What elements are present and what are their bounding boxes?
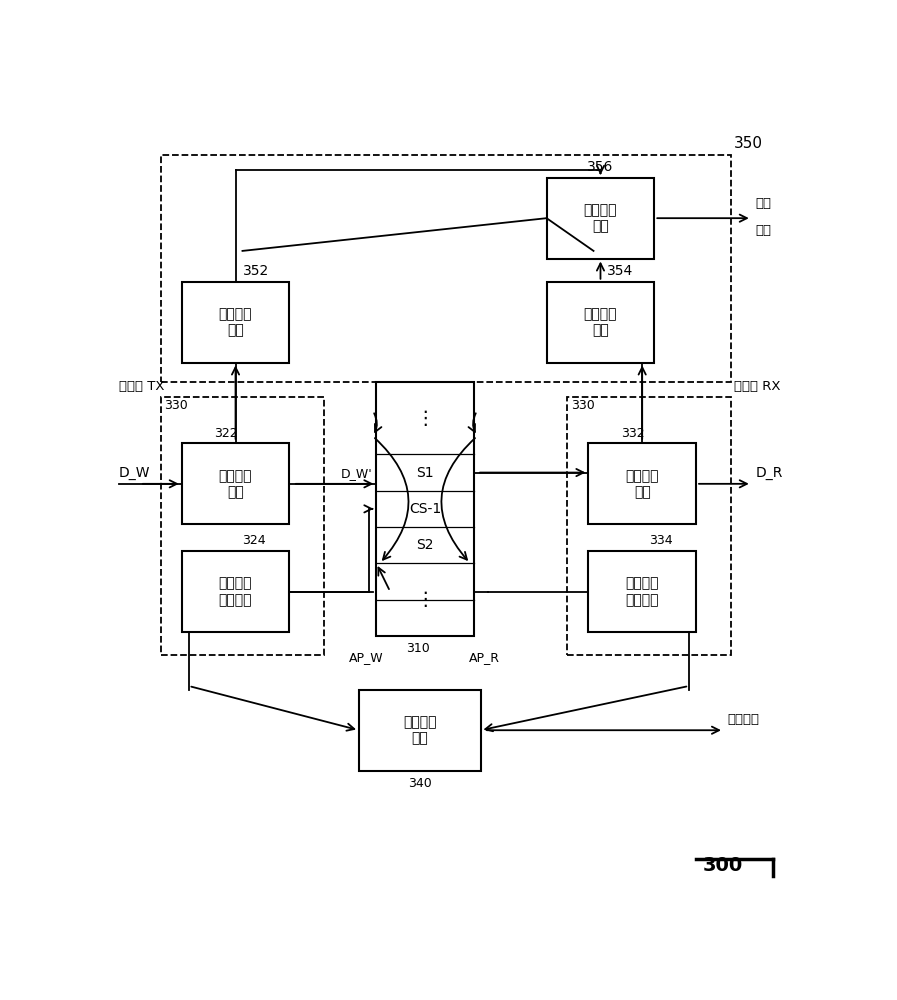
- Text: S1: S1: [416, 466, 434, 480]
- Text: AP_W: AP_W: [349, 651, 383, 664]
- FancyBboxPatch shape: [588, 443, 696, 524]
- Text: 334: 334: [649, 534, 673, 547]
- Text: 354: 354: [607, 264, 633, 278]
- Text: 状态检查
单元: 状态检查 单元: [403, 715, 437, 745]
- FancyBboxPatch shape: [546, 178, 654, 259]
- Text: 结果: 结果: [755, 224, 771, 237]
- Text: 356: 356: [588, 160, 614, 174]
- FancyBboxPatch shape: [546, 282, 654, 363]
- FancyBboxPatch shape: [181, 282, 290, 363]
- Text: CS-1: CS-1: [409, 502, 441, 516]
- FancyArrowPatch shape: [375, 438, 408, 560]
- Text: 写入指针
产生单元: 写入指针 产生单元: [219, 577, 252, 607]
- Text: 340: 340: [408, 777, 431, 790]
- Text: S2: S2: [416, 538, 434, 552]
- Text: 读取控制
单元: 读取控制 单元: [625, 469, 659, 499]
- Text: 310: 310: [406, 642, 430, 655]
- Text: 324: 324: [242, 534, 266, 547]
- FancyArrowPatch shape: [468, 413, 475, 432]
- Text: 第一计数
单元: 第一计数 单元: [219, 307, 252, 337]
- Text: ⋮: ⋮: [415, 409, 435, 428]
- Text: 补偿检查
单元: 补偿检查 单元: [584, 203, 617, 233]
- FancyBboxPatch shape: [588, 551, 696, 632]
- Text: 写入控制
单元: 写入控制 单元: [219, 469, 252, 499]
- Text: 330: 330: [570, 399, 595, 412]
- FancyBboxPatch shape: [359, 690, 481, 771]
- Text: D_R: D_R: [755, 466, 782, 480]
- Text: 传输侧 TX: 传输侧 TX: [119, 380, 164, 393]
- Text: 350: 350: [735, 136, 763, 151]
- Text: 检查结果: 检查结果: [727, 713, 760, 726]
- FancyBboxPatch shape: [181, 551, 290, 632]
- FancyBboxPatch shape: [181, 443, 290, 524]
- Text: 300: 300: [703, 856, 744, 875]
- Text: 判断: 判断: [755, 197, 771, 210]
- Text: 352: 352: [242, 264, 269, 278]
- FancyArrowPatch shape: [374, 413, 381, 432]
- FancyBboxPatch shape: [377, 382, 474, 636]
- Text: 332: 332: [621, 427, 644, 440]
- Text: D_W': D_W': [341, 467, 373, 480]
- Text: AP_R: AP_R: [468, 651, 500, 664]
- Text: 330: 330: [164, 399, 188, 412]
- Text: 第二计数
单元: 第二计数 单元: [584, 307, 617, 337]
- Text: 322: 322: [214, 427, 238, 440]
- Text: 接收侧 RX: 接收侧 RX: [735, 380, 780, 393]
- Text: D_W: D_W: [119, 466, 151, 480]
- Text: 读取指针
产生单元: 读取指针 产生单元: [625, 577, 659, 607]
- Text: ⋮: ⋮: [415, 590, 435, 609]
- FancyArrowPatch shape: [441, 438, 475, 560]
